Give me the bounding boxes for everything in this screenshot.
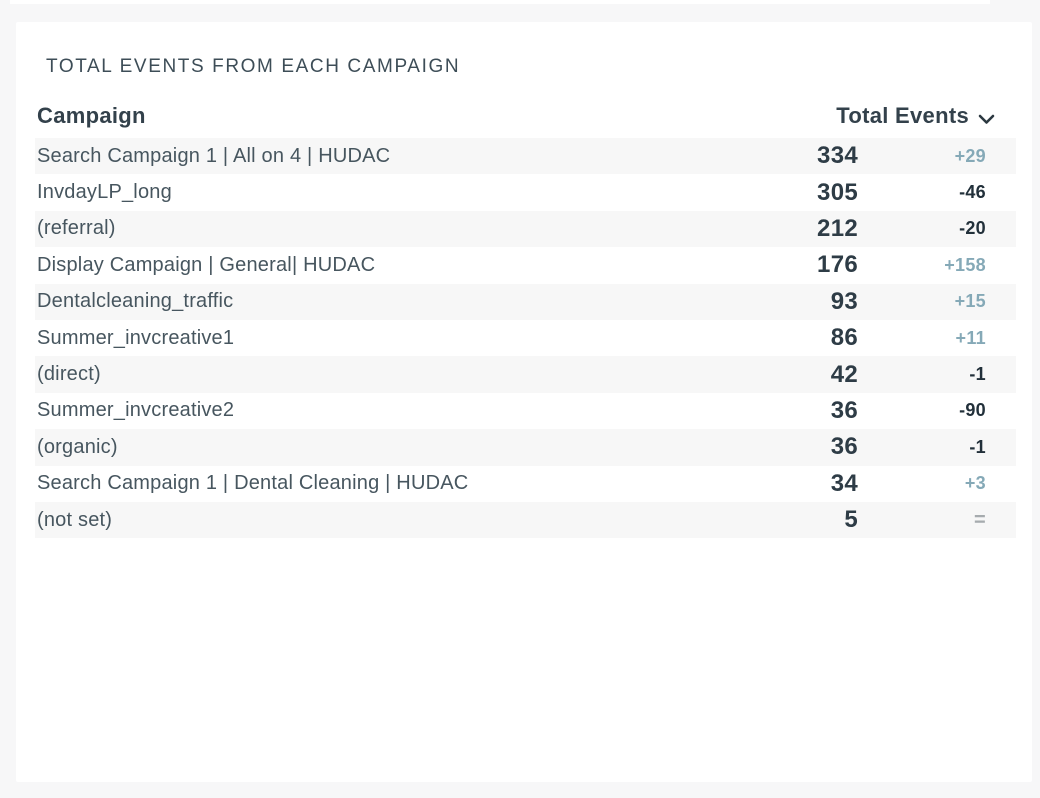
change-value: +158: [944, 254, 986, 275]
change-value: -46: [959, 182, 986, 203]
campaign-name: (organic): [37, 435, 118, 458]
campaign-name: Dentalcleaning_traffic: [37, 290, 234, 313]
table-row[interactable]: Search Campaign 1 | Dental Cleaning | HU…: [35, 466, 1016, 502]
campaign-name: Search Campaign 1 | All on 4 | HUDAC: [37, 144, 391, 167]
change-value: +3: [964, 473, 986, 494]
total-events-value: 305: [817, 178, 858, 206]
table-row[interactable]: Summer_invcreative1 86 +11: [35, 320, 1016, 356]
total-events-value: 176: [817, 251, 858, 279]
total-events-value: 93: [830, 287, 858, 315]
campaign-name: Summer_invcreative2: [37, 399, 235, 422]
campaign-name: Search Campaign 1 | Dental Cleaning | HU…: [37, 472, 469, 495]
total-events-value: 334: [817, 142, 858, 170]
campaign-events-table: Campaign Total Events Search Campaign 1 …: [35, 94, 1016, 539]
change-value: +29: [954, 145, 986, 166]
change-value: =: [974, 508, 986, 531]
change-value: -1: [969, 364, 986, 385]
table-row[interactable]: (not set) 5 =: [35, 501, 1016, 539]
change-value: -1: [969, 436, 986, 457]
table-row[interactable]: InvdayLP_long 305 -46: [35, 174, 1016, 210]
table-row[interactable]: (direct) 42 -1: [35, 356, 1016, 393]
table-header-row: Campaign Total Events: [35, 94, 1016, 138]
column-header-total-events-label: Total Events: [836, 103, 969, 128]
campaign-name: (referral): [37, 217, 116, 240]
chevron-down-icon[interactable]: [978, 105, 995, 131]
table-row[interactable]: (organic) 36 -1: [35, 429, 1016, 466]
change-value: -20: [959, 218, 986, 239]
total-events-value: 36: [830, 433, 858, 461]
total-events-value: 212: [817, 214, 858, 242]
change-value: +15: [954, 291, 986, 312]
table-row[interactable]: Search Campaign 1 | All on 4 | HUDAC 334…: [35, 138, 1016, 175]
column-header-campaign[interactable]: Campaign: [37, 103, 146, 128]
campaign-name: (direct): [37, 363, 101, 386]
table-row[interactable]: Dentalcleaning_traffic 93 +15: [35, 283, 1016, 320]
widget-title: TOTAL EVENTS FROM EACH CAMPAIGN: [46, 56, 461, 77]
table-body: Search Campaign 1 | All on 4 | HUDAC 334…: [35, 138, 1016, 539]
campaign-name: (not set): [37, 508, 113, 531]
campaign-name: Summer_invcreative1: [37, 326, 235, 349]
table-row[interactable]: Display Campaign | General| HUDAC 176 +1…: [35, 247, 1016, 283]
total-events-value: 36: [830, 396, 858, 424]
column-header-total-events[interactable]: Total Events: [836, 102, 1016, 131]
adjacent-card-edge: [10, 0, 990, 4]
campaign-name: InvdayLP_long: [37, 181, 172, 204]
table-row[interactable]: Summer_invcreative2 36 -90: [35, 393, 1016, 429]
total-events-value: 34: [830, 469, 858, 497]
change-value: -90: [959, 400, 986, 421]
table-row[interactable]: (referral) 212 -20: [35, 210, 1016, 248]
campaign-name: Display Campaign | General| HUDAC: [37, 253, 376, 276]
total-events-widget: TOTAL EVENTS FROM EACH CAMPAIGN Campaign…: [16, 22, 1032, 782]
total-events-value: 42: [830, 360, 858, 388]
total-events-value: 86: [830, 324, 858, 352]
change-value: +11: [955, 327, 986, 348]
total-events-value: 5: [844, 506, 858, 534]
